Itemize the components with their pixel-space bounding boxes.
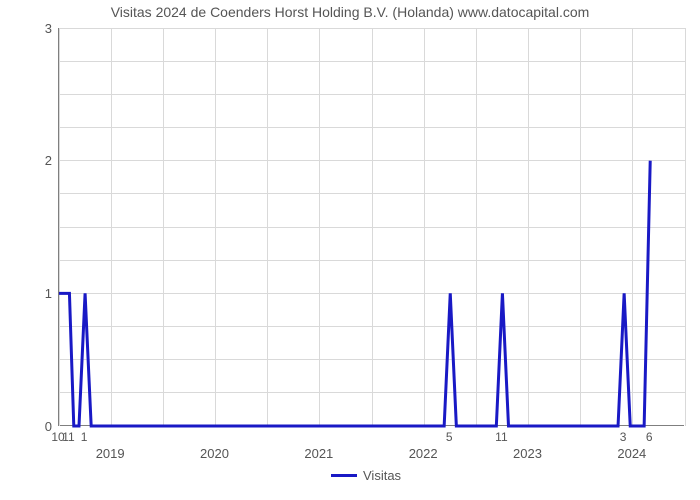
legend: Visitas [331,468,401,483]
x-major-label: 2019 [96,446,125,461]
chart-title: Visitas 2024 de Coenders Horst Holding B… [0,4,700,20]
x-minor-label: 1 [81,430,88,444]
x-minor-label: 5 [446,430,453,444]
y-tick-label: 0 [22,419,52,434]
x-major-label: 2023 [513,446,542,461]
x-minor-label: 11 [495,430,507,444]
chart-container: { "chart": { "type": "line", "title": "V… [0,0,700,500]
y-tick-label: 2 [22,153,52,168]
x-minor-label: 11 [62,430,74,444]
legend-label: Visitas [363,468,401,483]
line-series [59,28,685,426]
legend-swatch [331,474,357,477]
y-tick-label: 1 [22,286,52,301]
x-major-label: 2024 [617,446,646,461]
plot-area [58,28,684,426]
x-major-label: 2020 [200,446,229,461]
x-major-label: 2021 [304,446,333,461]
x-minor-label: 3 [620,430,627,444]
series-polyline [59,161,650,426]
x-major-label: 2022 [409,446,438,461]
x-minor-label: 6 [646,430,653,444]
y-tick-label: 3 [22,21,52,36]
